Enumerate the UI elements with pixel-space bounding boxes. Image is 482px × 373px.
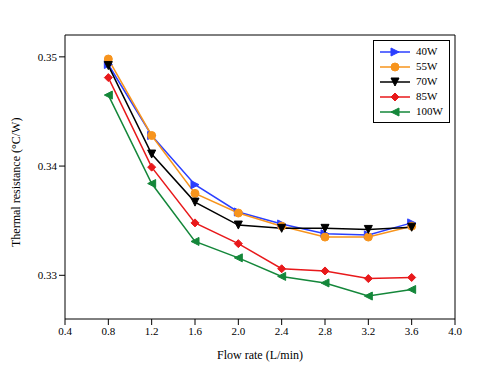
svg-text:4.0: 4.0 [448, 325, 462, 337]
svg-text:1.2: 1.2 [145, 325, 159, 337]
html-text:40W: 40W [416, 45, 438, 57]
svg-text:2.8: 2.8 [318, 325, 332, 337]
svg-text:0.35: 0.35 [38, 51, 58, 63]
svg-text:2.0: 2.0 [231, 325, 245, 337]
svg-text:0.4: 0.4 [58, 325, 72, 337]
html-text:85W: 85W [416, 90, 438, 102]
svg-text:3.2: 3.2 [361, 325, 375, 337]
svg-text:1.6: 1.6 [188, 325, 202, 337]
svg-text:3.6: 3.6 [405, 325, 419, 337]
html-text:100W: 100W [416, 105, 443, 117]
svg-text:Thermal resistance (°C/W): Thermal resistance (°C/W) [9, 118, 23, 247]
svg-text:0.33: 0.33 [38, 269, 58, 281]
svg-text:Flow rate (L/min): Flow rate (L/min) [217, 348, 303, 362]
svg-text:0.34: 0.34 [38, 160, 58, 172]
svg-text:2.4: 2.4 [275, 325, 289, 337]
svg-text:0.8: 0.8 [101, 325, 115, 337]
html-text:55W: 55W [416, 60, 438, 72]
html-text:70W: 70W [416, 75, 438, 87]
